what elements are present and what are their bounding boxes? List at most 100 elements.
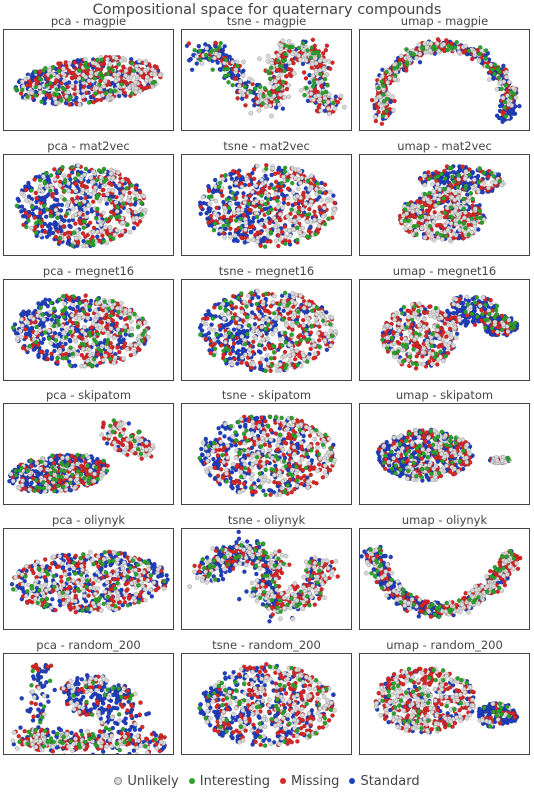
point-unlikely [233,180,239,186]
point-unlikely [256,108,262,113]
point-missing [214,205,220,211]
point-unlikely [103,196,109,202]
point-unlikely [114,209,120,214]
point-unlikely [338,93,344,99]
plot-area[interactable] [3,154,174,256]
point-standard [41,96,47,101]
point-interesting [414,232,419,237]
point-unlikely [81,346,86,352]
figure-title: Compositional space for quaternary compo… [92,2,442,18]
point-missing [208,213,214,219]
point-standard [215,60,221,65]
point-standard [43,214,49,220]
plot-area[interactable] [359,154,530,256]
point-missing [80,231,86,236]
point-interesting [95,206,100,212]
point-standard [59,202,65,208]
point-unlikely [131,190,137,196]
point-unlikely [255,163,260,169]
point-missing [66,68,72,74]
point-interesting [380,113,386,119]
point-unlikely [67,60,72,66]
point-unlikely [94,313,100,318]
point-unlikely [103,353,108,359]
plot-area[interactable] [181,29,352,131]
point-standard [197,200,203,206]
point-unlikely [414,55,419,61]
point-unlikely [80,94,86,99]
point-interesting [64,211,70,217]
point-interesting [221,223,226,229]
point-interesting [51,323,57,329]
point-missing [314,108,320,113]
point-interesting [77,301,82,306]
plot-area[interactable] [3,279,174,381]
point-missing [211,305,217,310]
point-standard [194,61,200,66]
point-unlikely [422,41,427,47]
point-interesting [43,171,49,176]
point-standard [51,222,57,227]
point-unlikely [410,209,416,214]
point-missing [258,230,263,236]
point-interesting [69,164,75,170]
point-standard [331,193,336,198]
point-unlikely [204,46,210,51]
point-unlikely [152,72,157,77]
point-unlikely [455,201,461,207]
point-unlikely [413,228,419,234]
point-interesting [56,68,62,74]
point-standard [42,221,48,227]
point-missing [268,368,273,374]
point-unlikely [27,314,33,320]
point-interesting [84,65,90,70]
point-interesting [60,164,65,170]
point-unlikely [96,300,102,306]
point-missing [309,65,315,71]
point-unlikely [276,102,282,107]
point-interesting [125,222,130,228]
point-unlikely [372,114,378,120]
point-unlikely [117,182,122,188]
point-standard [206,183,211,189]
point-missing [250,349,256,355]
point-missing [281,196,287,202]
point-interesting [25,94,30,99]
point-missing [109,182,114,188]
point-unlikely [449,195,455,200]
point-unlikely [278,212,283,217]
plot-area[interactable] [181,154,352,256]
point-unlikely [213,198,219,204]
point-interesting [108,88,114,93]
point-unlikely [110,175,116,181]
point-unlikely [241,59,246,65]
point-standard [216,339,221,344]
point-unlikely [119,194,124,199]
point-unlikely [499,182,504,188]
plot-area[interactable] [359,29,530,131]
point-standard [210,189,216,195]
point-missing [243,103,248,108]
point-missing [90,199,96,205]
point-interesting [282,68,287,74]
point-interesting [282,165,288,171]
point-interesting [302,92,307,98]
point-unlikely [77,211,82,216]
point-missing [84,90,89,96]
plot-area[interactable] [181,279,352,381]
point-unlikely [267,103,273,108]
point-missing [239,235,244,240]
point-unlikely [84,188,90,194]
point-interesting [262,244,268,249]
point-unlikely [93,185,98,191]
point-interesting [488,170,494,176]
point-interesting [197,48,203,54]
point-interesting [441,196,446,201]
plot-area[interactable] [3,29,174,131]
point-unlikely [500,95,506,101]
point-interesting [325,83,330,88]
point-missing [33,190,39,196]
point-interesting [508,95,513,100]
point-unlikely [465,198,470,204]
point-unlikely [299,88,304,93]
